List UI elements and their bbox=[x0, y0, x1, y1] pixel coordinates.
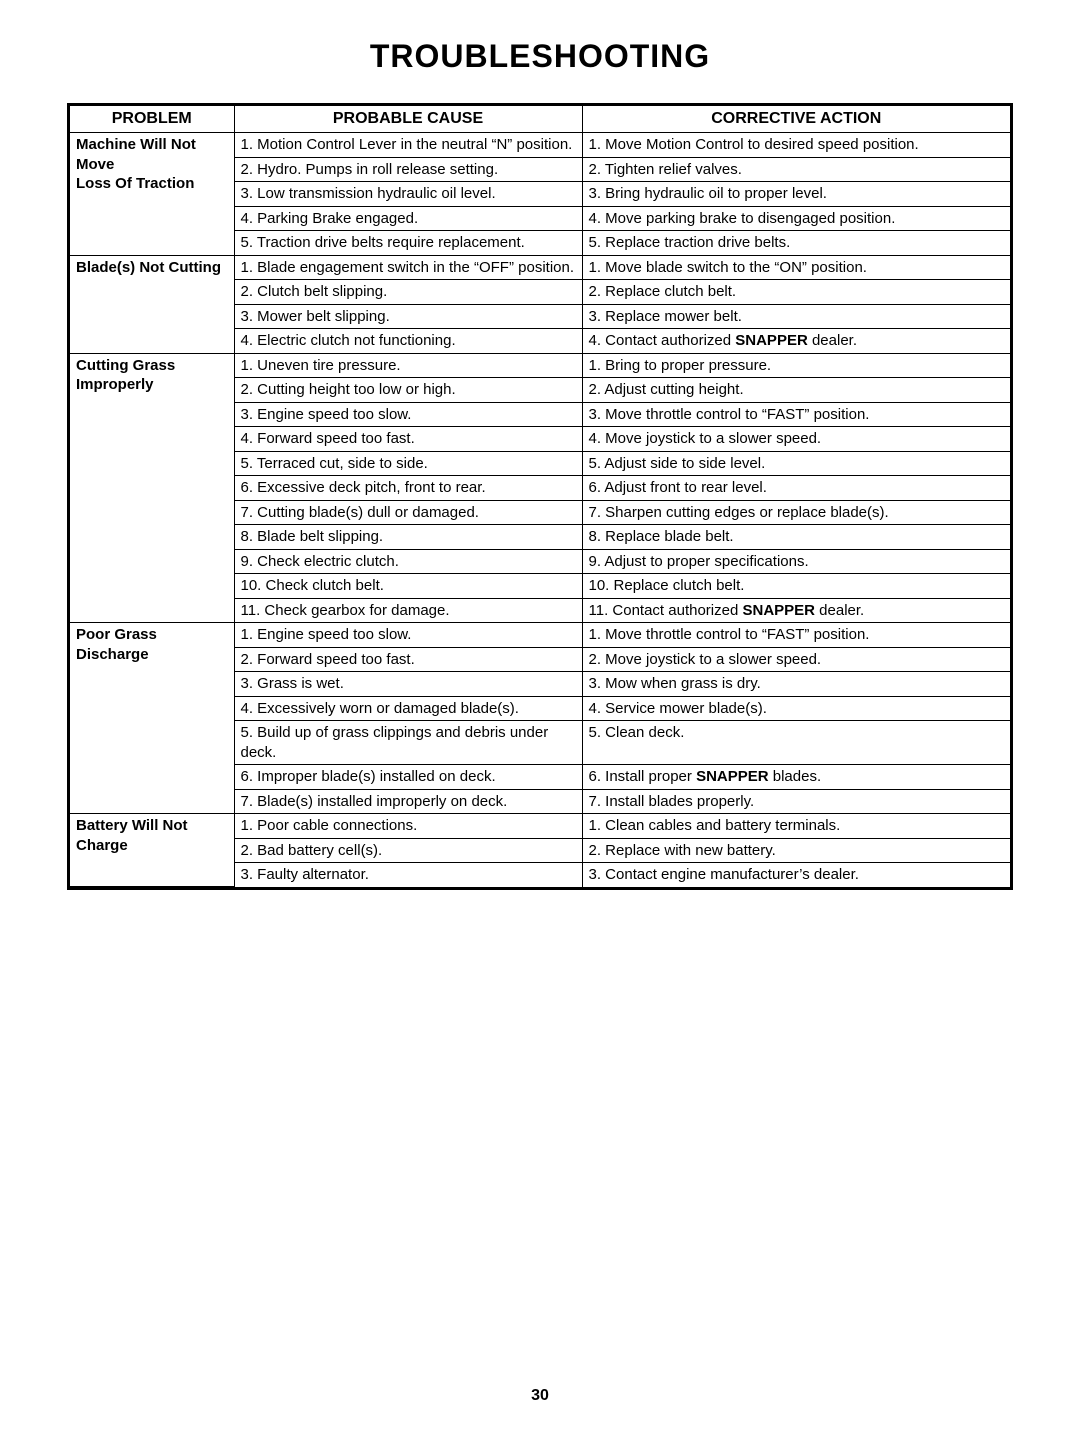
action-cell: 1. Bring to proper pressure. bbox=[582, 353, 1010, 378]
cause-cell: 6. Improper blade(s) installed on deck. bbox=[234, 765, 582, 790]
cause-cell: 4. Electric clutch not functioning. bbox=[234, 329, 582, 354]
cause-cell: 5. Build up of grass clippings and debri… bbox=[234, 721, 582, 765]
cause-cell: 2. Cutting height too low or high. bbox=[234, 378, 582, 403]
action-cell: 3. Bring hydraulic oil to proper level. bbox=[582, 182, 1010, 207]
action-cell: 4. Move joystick to a slower speed. bbox=[582, 427, 1010, 452]
action-cell: 4. Contact authorized SNAPPER dealer. bbox=[582, 329, 1010, 354]
cause-cell: 2. Forward speed too fast. bbox=[234, 647, 582, 672]
cause-cell: 6. Excessive deck pitch, front to rear. bbox=[234, 476, 582, 501]
cause-cell: 7. Blade(s) installed improperly on deck… bbox=[234, 789, 582, 814]
table-header-row: PROBLEM PROBABLE CAUSE CORRECTIVE ACTION bbox=[70, 106, 1010, 133]
action-cell: 3. Mow when grass is dry. bbox=[582, 672, 1010, 697]
page-number: 30 bbox=[0, 1387, 1080, 1405]
action-cell: 1. Move blade switch to the “ON” positio… bbox=[582, 255, 1010, 280]
table-row: Machine Will Not MoveLoss Of Traction1. … bbox=[70, 133, 1010, 158]
action-cell: 6. Install proper SNAPPER blades. bbox=[582, 765, 1010, 790]
problem-cell: Blade(s) Not Cutting bbox=[70, 255, 234, 353]
cause-cell: 8. Blade belt slipping. bbox=[234, 525, 582, 550]
cause-cell: 1. Engine speed too slow. bbox=[234, 623, 582, 648]
table-row: Poor Grass Discharge1. Engine speed too … bbox=[70, 623, 1010, 648]
action-cell: 1. Move throttle control to “FAST” posit… bbox=[582, 623, 1010, 648]
cause-cell: 3. Grass is wet. bbox=[234, 672, 582, 697]
cause-cell: 9. Check electric clutch. bbox=[234, 549, 582, 574]
action-cell: 10. Replace clutch belt. bbox=[582, 574, 1010, 599]
action-cell: 4. Service mower blade(s). bbox=[582, 696, 1010, 721]
cause-cell: 1. Blade engagement switch in the “OFF” … bbox=[234, 255, 582, 280]
cause-cell: 10. Check clutch belt. bbox=[234, 574, 582, 599]
action-cell: 3. Contact engine manufacturer’s dealer. bbox=[582, 863, 1010, 887]
action-cell: 4. Move parking brake to disengaged posi… bbox=[582, 206, 1010, 231]
cause-cell: 3. Engine speed too slow. bbox=[234, 402, 582, 427]
action-cell: 9. Adjust to proper specifications. bbox=[582, 549, 1010, 574]
table-row: Blade(s) Not Cutting1. Blade engagement … bbox=[70, 255, 1010, 280]
cause-cell: 1. Motion Control Lever in the neutral “… bbox=[234, 133, 582, 158]
cause-cell: 7. Cutting blade(s) dull or damaged. bbox=[234, 500, 582, 525]
action-cell: 2. Replace with new battery. bbox=[582, 838, 1010, 863]
cause-cell: 4. Forward speed too fast. bbox=[234, 427, 582, 452]
action-cell: 2. Adjust cutting height. bbox=[582, 378, 1010, 403]
cause-cell: 5. Terraced cut, side to side. bbox=[234, 451, 582, 476]
problem-cell: Machine Will Not MoveLoss Of Traction bbox=[70, 133, 234, 256]
cause-cell: 2. Clutch belt slipping. bbox=[234, 280, 582, 305]
action-cell: 7. Sharpen cutting edges or replace blad… bbox=[582, 500, 1010, 525]
col-header-cause: PROBABLE CAUSE bbox=[234, 106, 582, 133]
action-cell: 7. Install blades properly. bbox=[582, 789, 1010, 814]
cause-cell: 4. Parking Brake engaged. bbox=[234, 206, 582, 231]
page-title: TROUBLESHOOTING bbox=[0, 38, 1080, 75]
action-cell: 6. Adjust front to rear level. bbox=[582, 476, 1010, 501]
cause-cell: 3. Mower belt slipping. bbox=[234, 304, 582, 329]
troubleshooting-table: PROBLEM PROBABLE CAUSE CORRECTIVE ACTION… bbox=[70, 106, 1010, 887]
action-cell: 1. Clean cables and battery terminals. bbox=[582, 814, 1010, 839]
cause-cell: 3. Low transmission hydraulic oil level. bbox=[234, 182, 582, 207]
cause-cell: 1. Poor cable connections. bbox=[234, 814, 582, 839]
action-cell: 5. Adjust side to side level. bbox=[582, 451, 1010, 476]
cause-cell: 1. Uneven tire pressure. bbox=[234, 353, 582, 378]
table-row: Battery Will Not Charge1. Poor cable con… bbox=[70, 814, 1010, 839]
action-cell: 2. Move joystick to a slower speed. bbox=[582, 647, 1010, 672]
action-cell: 3. Replace mower belt. bbox=[582, 304, 1010, 329]
cause-cell: 3. Faulty alternator. bbox=[234, 863, 582, 887]
action-cell: 1. Move Motion Control to desired speed … bbox=[582, 133, 1010, 158]
table-body: Machine Will Not MoveLoss Of Traction1. … bbox=[70, 133, 1010, 887]
col-header-action: CORRECTIVE ACTION bbox=[582, 106, 1010, 133]
action-cell: 2. Replace clutch belt. bbox=[582, 280, 1010, 305]
problem-cell: Battery Will Not Charge bbox=[70, 814, 234, 887]
table-row: Cutting GrassImproperly1. Uneven tire pr… bbox=[70, 353, 1010, 378]
cause-cell: 5. Traction drive belts require replacem… bbox=[234, 231, 582, 256]
problem-cell: Poor Grass Discharge bbox=[70, 623, 234, 814]
action-cell: 2. Tighten relief valves. bbox=[582, 157, 1010, 182]
cause-cell: 11. Check gearbox for damage. bbox=[234, 598, 582, 623]
cause-cell: 2. Hydro. Pumps in roll release setting. bbox=[234, 157, 582, 182]
cause-cell: 2. Bad battery cell(s). bbox=[234, 838, 582, 863]
cause-cell: 4. Excessively worn or damaged blade(s). bbox=[234, 696, 582, 721]
action-cell: 11. Contact authorized SNAPPER dealer. bbox=[582, 598, 1010, 623]
action-cell: 5. Clean deck. bbox=[582, 721, 1010, 765]
action-cell: 8. Replace blade belt. bbox=[582, 525, 1010, 550]
troubleshooting-table-container: PROBLEM PROBABLE CAUSE CORRECTIVE ACTION… bbox=[67, 103, 1013, 890]
action-cell: 3. Move throttle control to “FAST” posit… bbox=[582, 402, 1010, 427]
action-cell: 5. Replace traction drive belts. bbox=[582, 231, 1010, 256]
col-header-problem: PROBLEM bbox=[70, 106, 234, 133]
problem-cell: Cutting GrassImproperly bbox=[70, 353, 234, 623]
